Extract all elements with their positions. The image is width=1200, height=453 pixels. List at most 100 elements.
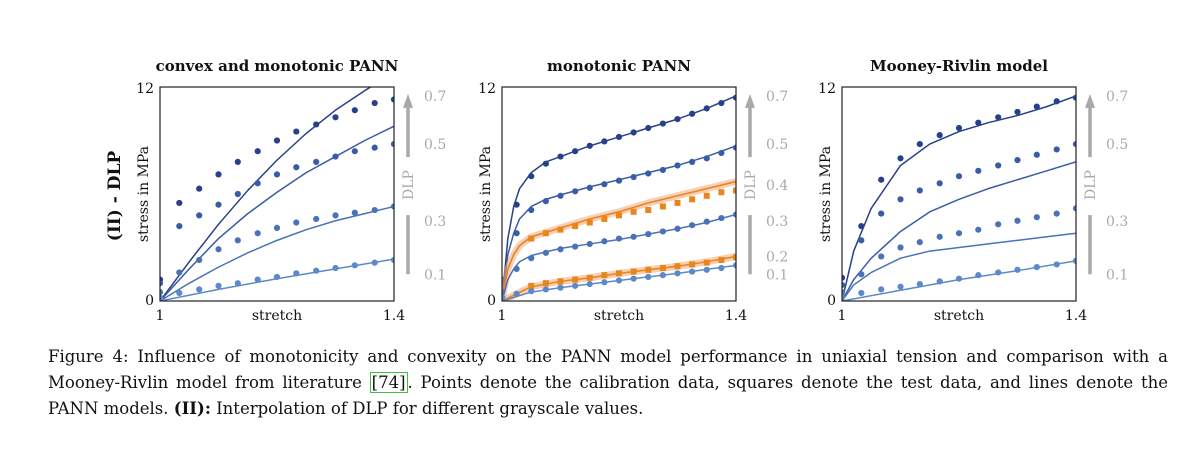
x-tick-label: 1.4	[725, 308, 747, 324]
calibration-point	[1014, 217, 1021, 224]
calibration-point	[1053, 98, 1060, 105]
test-data-square	[645, 266, 652, 273]
panel-2: monotonic PANN stress in MPa 12 01 1.4 stretc…	[478, 57, 788, 324]
calibration-point	[659, 166, 666, 174]
calibration-point	[630, 275, 637, 282]
calibration-point	[615, 177, 623, 184]
calibration-point	[557, 192, 564, 199]
calibration-point	[542, 160, 549, 167]
test-data-square	[703, 192, 710, 199]
dlp-axis-label: DLP	[1083, 170, 1099, 200]
calibration-point	[390, 203, 394, 210]
x-axis-label: stretch	[594, 308, 644, 324]
calibration-point	[674, 225, 681, 232]
calibration-point	[572, 243, 579, 250]
calibration-point	[916, 239, 923, 246]
calibration-point	[293, 164, 300, 171]
calibration-point	[630, 173, 637, 181]
calibration-point	[572, 282, 579, 289]
calibration-point	[878, 210, 885, 217]
test-data-square	[645, 207, 652, 214]
calibration-point	[254, 180, 261, 187]
calibration-point	[234, 190, 241, 198]
calibration-point	[842, 294, 846, 301]
calibration-point	[1053, 210, 1060, 217]
y-tick-label: 12	[478, 81, 496, 97]
calibration-point	[842, 281, 846, 289]
dlp-tick-label: 0.7	[766, 89, 788, 105]
x-tick-label: 1.4	[1065, 308, 1087, 324]
calibration-point	[528, 255, 535, 262]
calibration-point	[703, 266, 710, 273]
calibration-point	[313, 215, 320, 223]
test-data-square	[542, 280, 549, 287]
calibration-point	[975, 226, 982, 233]
calibration-point	[513, 265, 520, 272]
calibration-point	[513, 290, 520, 297]
calibration-point	[975, 167, 982, 174]
calibration-point	[842, 288, 846, 296]
calibration-point	[975, 272, 982, 279]
calibration-point	[557, 153, 564, 160]
calibration-point	[630, 129, 637, 136]
calibration-point	[936, 180, 943, 187]
calibration-point	[390, 256, 394, 264]
dlp-tick-label: 0.1	[766, 267, 788, 283]
calibration-point	[351, 107, 358, 114]
test-data-square	[601, 215, 608, 222]
calibration-point	[916, 140, 923, 148]
caption-text-3: Interpolation of DLP for different grays…	[210, 399, 644, 418]
calibration-point	[215, 171, 222, 178]
calibration-point	[630, 233, 637, 240]
test-data-square	[659, 203, 666, 210]
panel-3: Mooney-Rivlin model stress in MPa 12 01 1.4 s…	[818, 57, 1128, 324]
calibration-point	[313, 158, 320, 165]
chart-title: convex and monotonic PANN	[156, 57, 399, 75]
plot-frame	[501, 86, 737, 302]
calibration-point	[601, 181, 608, 188]
test-data-square	[528, 235, 535, 242]
dlp-axis-label: DLP	[743, 170, 759, 200]
calibration-point	[995, 221, 1002, 228]
calibration-point	[196, 256, 203, 264]
test-data-square	[689, 196, 696, 203]
calibration-point	[528, 288, 535, 295]
calibration-point	[689, 222, 696, 229]
calibration-point	[858, 223, 865, 230]
caption-bold-label: (II):	[173, 399, 211, 418]
calibration-point	[1053, 146, 1060, 153]
test-data-square	[601, 272, 608, 279]
test-data-square	[718, 189, 725, 196]
calibration-point	[645, 124, 652, 132]
dlp-axis-label: DLP	[401, 170, 417, 200]
calibration-point	[955, 275, 963, 282]
citation-link[interactable]: [74]	[369, 372, 408, 393]
calibration-point	[897, 155, 904, 162]
plot-area	[842, 94, 1076, 301]
dlp-tick-label: 0.5	[766, 137, 788, 153]
figure: (II) - DLP convex and monotonic PANN stres…	[105, 57, 1128, 324]
calibration-point	[215, 201, 222, 208]
x-tick-label: 1	[838, 308, 847, 324]
calibration-point	[1033, 264, 1040, 271]
calibration-point	[936, 132, 943, 139]
calibration-point	[351, 148, 358, 155]
calibration-point	[995, 269, 1002, 276]
panel-1: convex and monotonic PANN stress in MPa 12…	[136, 57, 446, 324]
calibration-point	[703, 155, 710, 162]
calibration-point	[176, 223, 183, 230]
test-data-square	[557, 226, 564, 233]
calibration-point	[916, 280, 923, 288]
calibration-point	[878, 253, 885, 260]
series-line	[842, 161, 1076, 301]
calibration-point	[674, 116, 681, 123]
calibration-point	[601, 138, 608, 145]
calibration-point	[293, 270, 300, 277]
calibration-point	[1072, 205, 1076, 212]
x-axis-label: stretch	[934, 308, 984, 324]
test-data-square	[718, 256, 725, 263]
calibration-point	[586, 142, 593, 149]
dlp-arrow-head	[1085, 93, 1095, 108]
calibration-point	[936, 278, 943, 285]
calibration-point	[542, 249, 549, 256]
